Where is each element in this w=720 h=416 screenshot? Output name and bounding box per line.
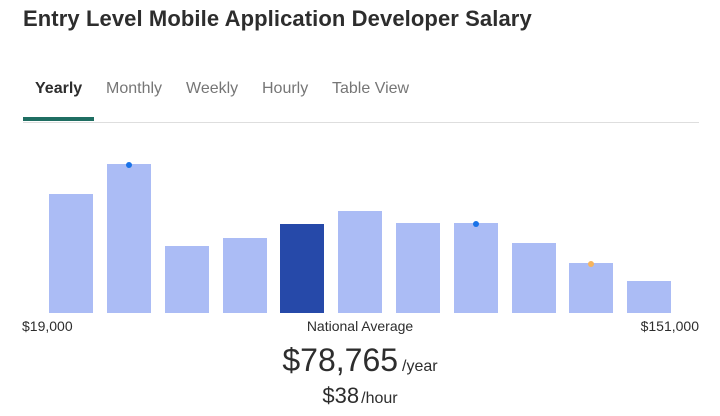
histogram-bar[interactable] — [338, 211, 382, 313]
marker-dot-icon — [473, 221, 479, 227]
histogram-bar[interactable] — [49, 194, 93, 313]
histogram-bar[interactable] — [569, 263, 613, 313]
histogram-bar[interactable] — [280, 224, 324, 313]
tab-hourly[interactable]: Hourly — [262, 80, 309, 97]
min-salary-label: $19,000 — [22, 318, 73, 334]
tab-table-view[interactable]: Table View — [332, 80, 410, 97]
active-tab-indicator — [23, 117, 94, 121]
yearly-unit: /year — [402, 358, 438, 375]
histogram-bar[interactable] — [396, 223, 440, 313]
histogram-bar[interactable] — [454, 223, 498, 313]
period-tabs: Yearly Monthly Weekly Hourly Table View — [23, 72, 699, 123]
marker-dot-icon — [588, 261, 594, 267]
histogram-bar[interactable] — [627, 281, 671, 313]
histogram-bar[interactable] — [165, 246, 209, 313]
histogram-bar[interactable] — [223, 238, 267, 313]
tab-yearly[interactable]: Yearly — [35, 80, 83, 97]
marker-dot-icon — [126, 162, 132, 168]
page-title: Entry Level Mobile Application Developer… — [23, 6, 532, 31]
max-salary-label: $151,000 — [640, 318, 699, 334]
national-average-caption: National Average — [306, 318, 414, 334]
tab-monthly[interactable]: Monthly — [106, 80, 163, 97]
tab-weekly[interactable]: Weekly — [186, 80, 239, 97]
hourly-average-value: $38 — [322, 383, 360, 408]
histogram-bar[interactable] — [512, 243, 556, 313]
yearly-average-value: $78,765 — [282, 342, 399, 378]
salary-histogram — [0, 130, 720, 313]
hourly-average: $38/hour — [0, 383, 720, 409]
histogram-bar[interactable] — [107, 164, 151, 313]
yearly-average: $78,765/year — [0, 342, 720, 379]
hourly-unit: /hour — [361, 390, 398, 407]
